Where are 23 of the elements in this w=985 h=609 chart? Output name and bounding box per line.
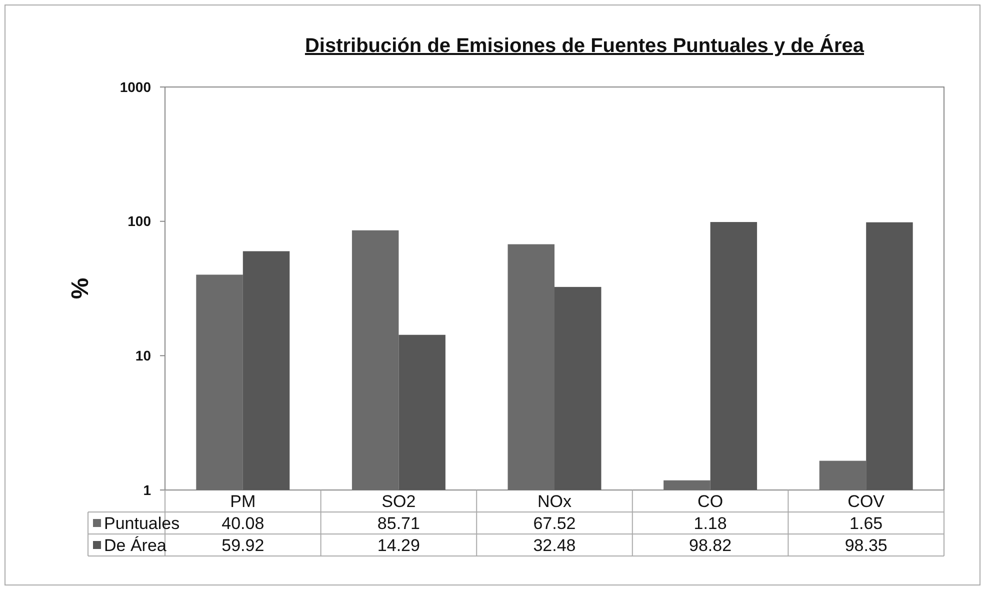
data-label: 85.71 xyxy=(377,514,420,533)
x-tick-label: SO2 xyxy=(382,492,416,511)
x-tick-label: COV xyxy=(848,492,886,511)
y-axis-title: % xyxy=(67,278,94,300)
y-tick-label: 1000 xyxy=(120,78,152,95)
x-tick-label: PM xyxy=(230,492,256,511)
x-tick-label: CO xyxy=(698,492,724,511)
y-tick-label: 10 xyxy=(135,348,152,364)
data-label: 98.35 xyxy=(844,536,888,555)
y-tick-label: 1 xyxy=(143,482,152,498)
y-tick-label: 100 xyxy=(128,213,152,230)
x-tick-label: NOx xyxy=(538,492,572,511)
data-label: 67.52 xyxy=(533,514,576,533)
data-label: 14.29 xyxy=(377,536,420,555)
data-label: 59.92 xyxy=(222,536,264,555)
data-label: 1.65 xyxy=(850,514,883,533)
data-label: 1.18 xyxy=(694,514,727,533)
data-label: 40.08 xyxy=(222,514,264,533)
legend-label: Puntuales xyxy=(104,514,180,533)
chart-title: Distribución de Emisiones de Fuentes Puntuales y de Área xyxy=(304,34,865,57)
data-label: 98.82 xyxy=(689,536,732,555)
data-label: 32.48 xyxy=(533,536,576,555)
legend-label: De Área xyxy=(104,536,167,555)
